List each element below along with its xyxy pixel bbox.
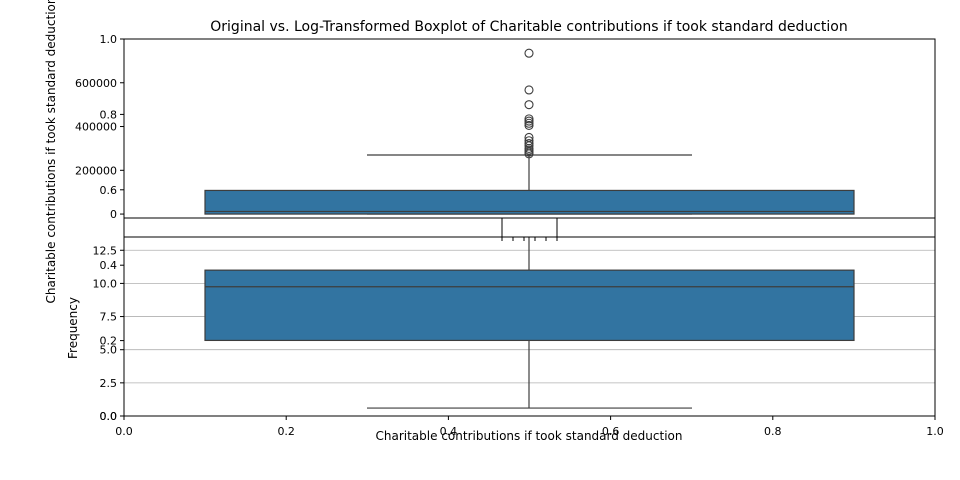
bottom-boxplot (204, 227, 855, 409)
bottom-y-tick-label: 2.5 (100, 377, 118, 390)
top-y-tick-label: 200000 (75, 164, 117, 177)
top-y-axis-label: Charitable contributions if took standar… (44, 0, 58, 303)
top-y-ticks: 0 200000 400000 600000 (75, 77, 124, 221)
outer-x-axis-label: Charitable contributions if took standar… (376, 429, 683, 443)
top-y-tick-label: 0 (110, 208, 117, 221)
top-outlier (524, 48, 534, 58)
outer-x-tick-label: 1.0 (926, 425, 944, 438)
outer-y-tick-label: 0.0 (100, 410, 118, 423)
top-outlier (524, 118, 534, 128)
bottom-y-tick-label: 5.0 (100, 344, 118, 357)
outer-y-axis-label: Frequency (66, 297, 80, 359)
top-boxplot (204, 48, 855, 215)
top-outlier (524, 139, 534, 149)
bottom-panel: 0.0 2.5 5.0 7.5 10.0 12.5 (93, 227, 936, 423)
inner-axes (501, 217, 558, 241)
top-outlier (524, 114, 534, 124)
top-outlier (524, 100, 534, 110)
top-panel: 0 200000 400000 600000 Charitable contribut… (44, 0, 936, 303)
outer-y-tick-label: 1.0 (100, 33, 118, 46)
chart-title: Original vs. Log-Transformed Boxplot of … (210, 19, 847, 35)
bottom-y-tick-label: 0.0 (100, 410, 118, 423)
bottom-y-tick-label: 7.5 (100, 311, 118, 324)
inner-axes-frame (501, 217, 558, 238)
bottom-y-ticks: 0.0 2.5 5.0 7.5 10.0 12.5 (93, 244, 124, 423)
outer-y-ticks: 0.0 0.2 0.4 0.6 0.8 1.0 (100, 33, 124, 423)
outer-x-tick-label: 0.0 (115, 425, 133, 438)
outer-y-tick-label: 0.8 (100, 108, 118, 121)
top-outlier (524, 85, 534, 95)
outer-y-tick-label: 0.2 (100, 335, 118, 348)
top-outlier (524, 132, 534, 143)
top-y-tick-label: 400000 (75, 121, 117, 134)
top-outlier (524, 116, 534, 126)
top-outlier (524, 120, 534, 130)
outer-x-tick-label: 0.2 (277, 425, 295, 438)
outer-x-tick-label: 0.6 (602, 425, 620, 438)
top-outlier (524, 136, 534, 146)
bottom-y-tick-label: 12.5 (93, 244, 118, 257)
outer-y-tick-label: 0.6 (100, 184, 118, 197)
outer-x-ticks: 0.0 0.2 0.4 0.6 0.8 1.0 (115, 416, 944, 438)
outer-x-tick-label: 0.8 (764, 425, 782, 438)
top-y-tick-label: 600000 (75, 77, 117, 90)
top-box (204, 189, 855, 215)
bottom-y-tick-label: 10.0 (93, 277, 118, 290)
outer-y-tick-label: 0.4 (100, 259, 118, 272)
outer-x-tick-label: 0.4 (440, 425, 458, 438)
bottom-box (204, 269, 855, 342)
inner-x-ticks (501, 237, 558, 241)
